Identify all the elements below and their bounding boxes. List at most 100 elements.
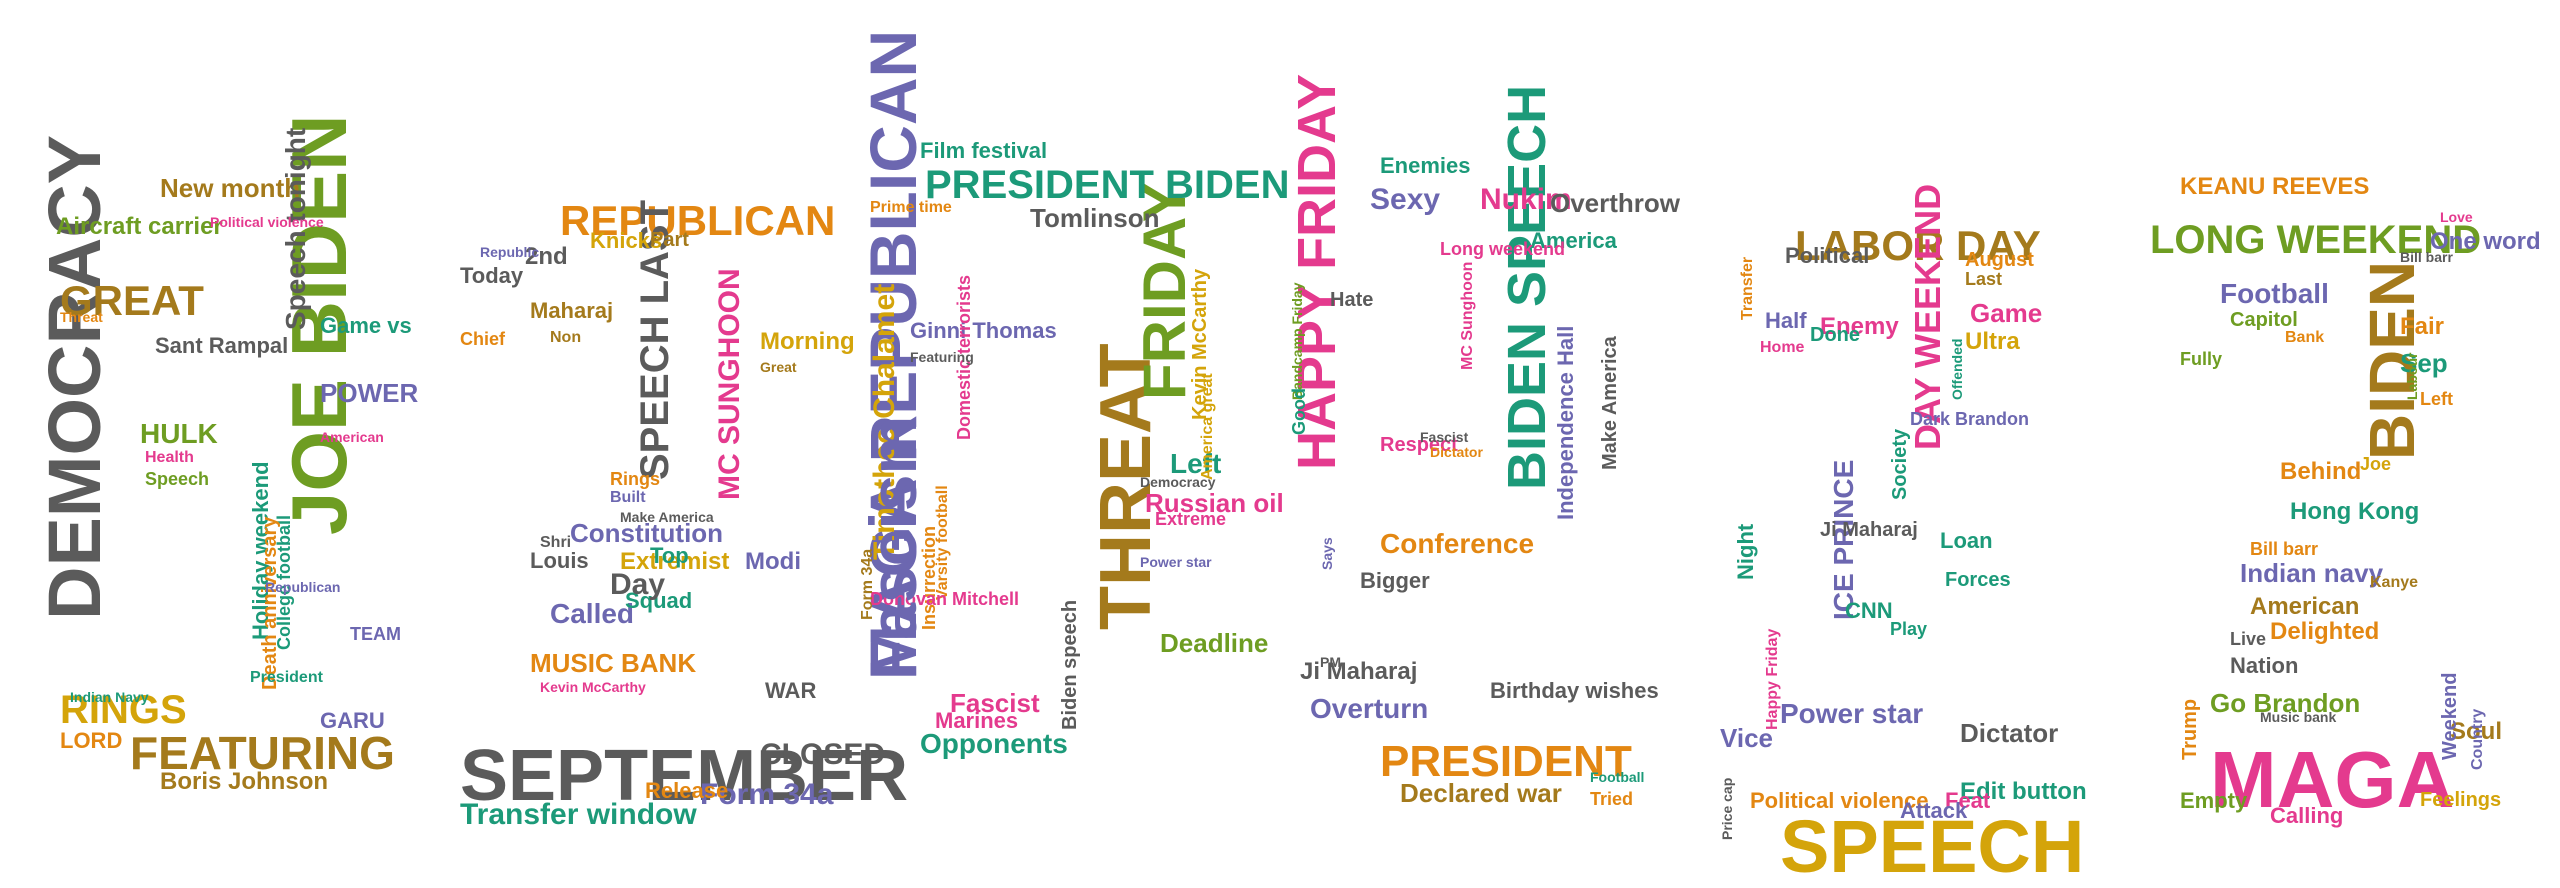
cloud-word: Ultra bbox=[1965, 328, 2020, 355]
cloud-word: Calling bbox=[2270, 803, 2344, 828]
cloud-word: Make America bbox=[1599, 336, 1621, 470]
cloud-word: Country bbox=[2469, 708, 2486, 770]
cloud-word: Featuring bbox=[910, 349, 974, 365]
digit-1-zero: DEMOCRACY JOE BIDEN RINGS FEATURING GREAT HUL… bbox=[20, 80, 418, 794]
cloud-word: CLOSED bbox=[760, 738, 886, 771]
cloud-word: America bbox=[1530, 228, 1617, 253]
digit-4-nine: HAPPY FRIDAY BIDEN SPEECH PRESIDENT Sexy Nuk… bbox=[1287, 74, 1680, 808]
cloud-word: Shri bbox=[540, 534, 572, 551]
cloud-word: Bill barr bbox=[2250, 539, 2319, 559]
cloud-word: Respect bbox=[1380, 434, 1458, 456]
cloud-word: Indian Navy bbox=[70, 689, 149, 705]
cloud-word: Top bbox=[650, 543, 689, 568]
cloud-word: Sexy bbox=[1370, 183, 1441, 216]
cloud-word: GARU bbox=[320, 708, 385, 733]
cloud-word: Says bbox=[1319, 537, 1335, 570]
cloud-word: HULK bbox=[140, 418, 218, 449]
cloud-word: Chief bbox=[460, 329, 505, 349]
cloud-word: Release bbox=[645, 778, 729, 803]
cloud-word: Hong Kong bbox=[2290, 498, 2420, 525]
cloud-word: Trump bbox=[2179, 698, 2201, 760]
cloud-word: LABOR DAY bbox=[1795, 222, 2041, 269]
cloud-word: Ji Maharaj bbox=[1300, 658, 1418, 685]
cloud-word: Non bbox=[550, 329, 582, 346]
cloud-word: Power star bbox=[1780, 698, 1924, 729]
cloud-word: Football bbox=[2220, 278, 2329, 309]
cloud-word: LORD bbox=[60, 728, 123, 753]
cloud-word: One word bbox=[2430, 228, 2541, 255]
cloud-word: POWER bbox=[320, 378, 419, 408]
digit-2-two: SEPTEMBER REPUBLICAN SPEECH LAST MC SUNGHOO… bbox=[440, 80, 908, 830]
cloud-word: August bbox=[1965, 249, 2034, 271]
cloud-word: PRESIDENT bbox=[1380, 737, 1632, 786]
cloud-word: Extremist bbox=[620, 548, 730, 575]
cloud-word: Tomlinson bbox=[1030, 203, 1160, 233]
cloud-word: Capitol bbox=[2230, 309, 2298, 331]
cloud-word: Knicks bbox=[590, 228, 663, 253]
cloud-word: Left bbox=[2420, 389, 2453, 409]
cloud-word: WAR bbox=[765, 678, 817, 703]
cloud-word: Bill barr bbox=[2400, 249, 2453, 265]
cloud-word: Kanye bbox=[2370, 574, 2419, 591]
cloud-word: Sep bbox=[2400, 348, 2448, 378]
cloud-word: Democracy bbox=[1140, 474, 1216, 490]
cloud-word: Fascist bbox=[950, 688, 1040, 718]
cloud-word: Independence Hall bbox=[1553, 325, 1578, 520]
cloud-word: Fair bbox=[2400, 313, 2445, 340]
cloud-word: Dictator bbox=[1960, 718, 2059, 748]
cloud-word: Squad bbox=[625, 588, 693, 613]
cloud-word: Power star bbox=[1140, 554, 1212, 570]
cloud-word: Good bbox=[1289, 388, 1309, 435]
cloud-word: Health bbox=[145, 449, 194, 466]
cloud-word: Labour bbox=[2404, 352, 2420, 400]
cloud-word: MC Sunghoon bbox=[1459, 261, 1476, 370]
cloud-word: Transfer bbox=[1739, 256, 1756, 320]
cloud-word: Morning bbox=[760, 328, 855, 355]
cloud-word: RINGS bbox=[60, 688, 187, 732]
cloud-word: Bank bbox=[2285, 329, 2325, 346]
cloud-word: Russian oil bbox=[1145, 488, 1284, 518]
cloud-word: 2nd bbox=[525, 243, 568, 270]
cloud-word: GREAT bbox=[60, 277, 204, 324]
cloud-word: Bigger bbox=[1360, 568, 1430, 593]
cloud-word: Loan bbox=[1940, 528, 1993, 553]
cloud-word: DEMOCRACY bbox=[33, 134, 116, 620]
cloud-word: Fascist bbox=[1420, 429, 1469, 445]
cloud-word: Dictator bbox=[1430, 444, 1483, 460]
cloud-word: Transfer window bbox=[460, 798, 697, 831]
cloud-word: Go Brandon bbox=[2210, 688, 2361, 718]
cloud-word: Sant Rampal bbox=[155, 333, 289, 358]
cloud-word: Speech bbox=[145, 469, 210, 489]
cloud-word: America great bbox=[1199, 373, 1216, 480]
cloud-word: Overturn bbox=[1310, 693, 1429, 724]
cloud-word: Opponents bbox=[920, 728, 1068, 759]
cloud-word: Joe bbox=[2360, 454, 2392, 474]
cloud-word: Biden speech bbox=[1059, 599, 1081, 730]
cloud-word: Game vs bbox=[320, 313, 412, 338]
cloud-word: Tried bbox=[1590, 789, 1634, 809]
digit-5-two: SPEECH LABOR DAY DAY WEEKEND ICE PRINCE Game… bbox=[1719, 80, 2087, 884]
cloud-word: Birthday wishes bbox=[1490, 678, 1659, 703]
cloud-word: Enemies bbox=[1380, 153, 1471, 178]
cloud-word: Indian navy bbox=[2240, 558, 2384, 588]
cloud-word: Football bbox=[1590, 769, 1645, 785]
cloud-word: Extreme bbox=[1155, 509, 1227, 529]
cloud-word: CNN bbox=[1845, 598, 1893, 623]
cloud-word: Dark Brandon bbox=[1910, 409, 2030, 429]
cloud-word: Fully bbox=[2180, 349, 2223, 369]
cloud-word: Soul bbox=[2450, 718, 2502, 745]
cloud-word: Forces bbox=[1945, 569, 2011, 591]
cloud-word: MUSIC BANK bbox=[530, 648, 697, 678]
cloud-word: Feelings bbox=[2420, 789, 2502, 811]
cloud-word: Called bbox=[550, 598, 635, 629]
cloud-word: Great bbox=[760, 359, 797, 375]
cloud-word: Long weekend bbox=[1440, 239, 1566, 259]
cloud-word: Built bbox=[610, 489, 646, 506]
cloud-word: PRESIDENT BIDEN bbox=[925, 163, 1290, 207]
cloud-word: President bbox=[250, 669, 323, 686]
cloud-word: Aircraft carrier bbox=[56, 213, 223, 240]
cloud-word: Nation bbox=[2230, 653, 2299, 678]
cloud-word: BIDEN SPEECH bbox=[1497, 84, 1557, 490]
word-cloud-date: DEMOCRACY JOE BIDEN RINGS FEATURING GREAT HUL… bbox=[20, 30, 2541, 884]
cloud-word: Modi bbox=[745, 548, 801, 575]
